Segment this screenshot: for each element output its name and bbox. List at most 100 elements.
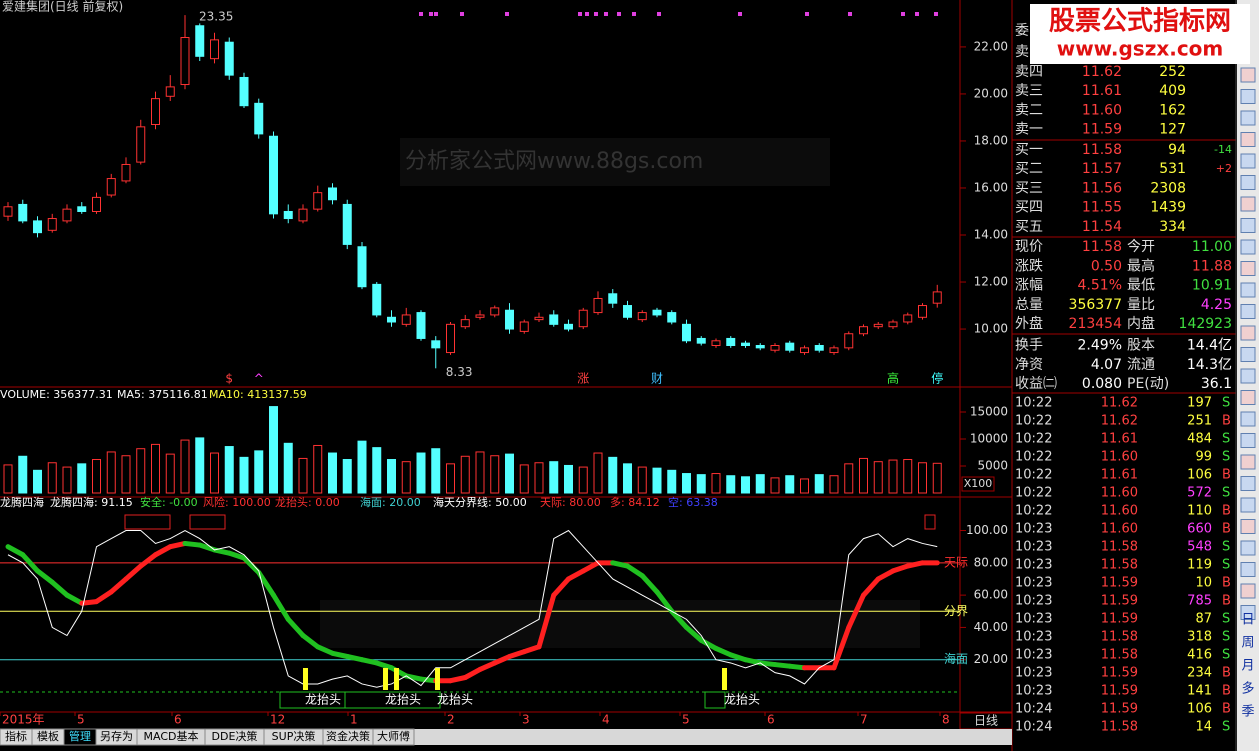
ob-label: 买三 [1015,180,1043,196]
trend-segment [315,644,335,656]
tool-icon[interactable] [1240,605,1256,620]
tool-icon[interactable] [1240,325,1256,341]
tool-icon[interactable] [1240,67,1256,83]
tab[interactable] [372,728,415,746]
trade-time: 10:23 [1015,594,1052,609]
signal-marker [394,668,399,690]
volume-bar [62,466,72,494]
tab-label[interactable]: DDE决策 [212,729,258,743]
candle-body [239,76,249,107]
tool-icon[interactable] [1240,476,1256,491]
ob-volume: 531 [1159,161,1186,177]
trade-volume: 141 [1187,684,1212,699]
candle-body [269,135,278,215]
volume-bar [180,439,190,494]
tab-label[interactable]: 管理 [69,729,91,743]
candle-body [844,333,854,349]
trade-price: 11.58 [1101,540,1138,555]
tool-icon[interactable] [1240,497,1256,513]
tool-icon[interactable] [1240,153,1256,169]
signal: 高 [887,371,899,386]
tool-icon[interactable] [1240,540,1256,556]
ob-price: 11.55 [1082,200,1122,216]
trade-time: 10:23 [1015,648,1052,663]
tab-label[interactable]: 模板 [37,729,59,743]
level-label: 分界 [944,604,968,618]
tab-label[interactable]: 另存为 [100,729,133,743]
tool-icon[interactable] [1240,218,1256,233]
period-button[interactable]: 多 [1241,681,1254,697]
tool-icon[interactable] [1240,583,1256,599]
x-tick-label: 5 [77,713,85,727]
tool-icon[interactable] [1240,347,1256,362]
ob-price: 11.57 [1082,161,1122,177]
trend-segment [698,637,719,651]
period-button[interactable]: 季 [1241,705,1254,720]
ob-label: 卖三 [1015,83,1043,99]
trade-side: B [1222,666,1231,681]
candle-body [92,196,101,212]
period-button[interactable]: 月 [1241,659,1254,674]
candle-body [918,305,927,318]
stat-label: 涨跌 [1015,258,1043,274]
tab-label[interactable]: MACD基本 [144,729,199,743]
trend-segment [728,652,748,663]
candle-body [593,297,603,314]
tool-icon[interactable] [1240,368,1256,384]
period-button[interactable]: 周 [1241,636,1254,651]
tool-icon[interactable] [1240,110,1256,126]
ob-volume: 2308 [1150,180,1186,196]
site-url: www.gszx.com [1057,37,1224,61]
trade-time: 10:23 [1015,612,1052,627]
volume-bar [77,463,87,494]
tab-label[interactable]: 资金决策 [326,729,370,743]
ob-label: 买五 [1015,219,1043,235]
trade-time: 10:22 [1015,450,1052,465]
tool-icon[interactable] [1240,304,1256,319]
period-button[interactable]: 日 [1241,613,1254,628]
tool-icon[interactable] [1240,411,1256,427]
indicator-header: 龙腾四海: 91.15 [50,495,133,509]
volume-bar [667,469,677,494]
stat-label: 外盘 [1015,315,1043,332]
tool-icon[interactable] [1240,282,1256,298]
tool-icon[interactable] [1240,239,1256,255]
volume-bar [446,463,455,494]
trade-side: B [1222,594,1231,609]
volume-bar [328,452,337,494]
tool-icon[interactable] [1240,433,1256,448]
volume-bar [460,455,470,494]
tool-icon[interactable] [1240,519,1256,534]
trend-segment [5,544,26,558]
tab-label[interactable]: SUP决策 [272,729,316,743]
tool-icon[interactable] [1240,175,1256,190]
trend-segment [271,592,291,622]
tool-icon[interactable] [1240,562,1256,577]
x-tick-label: 3 [522,713,530,727]
stat-value: 356377 [1069,297,1122,313]
ob-header: 委 [1015,23,1029,39]
tool-icon[interactable] [1240,454,1256,470]
candle-body [180,37,190,86]
tool-icon[interactable] [1240,261,1256,276]
tab-label[interactable]: 大师傅 [377,729,410,743]
tool-icon[interactable] [1240,196,1256,212]
candle-body [711,340,721,347]
site-watermark-box [1030,4,1250,64]
signal-label: 龙抬头 [385,693,421,707]
trade-price: 11.58 [1101,558,1138,573]
stat-value: 142923 [1179,316,1232,332]
tool-icon[interactable] [1240,89,1256,104]
tool-icon[interactable] [1240,132,1256,147]
trend-segment [625,563,645,579]
signal-marker [722,668,727,690]
signal: $ [225,372,233,386]
tool-icon[interactable] [1240,390,1256,405]
tab-label[interactable]: 指标 [5,729,27,743]
volume-bar [755,474,765,494]
indicator-header: 海天分界线: 50.00 [433,495,527,509]
x-tick-label: 6 [767,713,775,727]
y-tick-label: 12.00 [974,275,1008,289]
stat-value: 213454 [1069,316,1123,332]
